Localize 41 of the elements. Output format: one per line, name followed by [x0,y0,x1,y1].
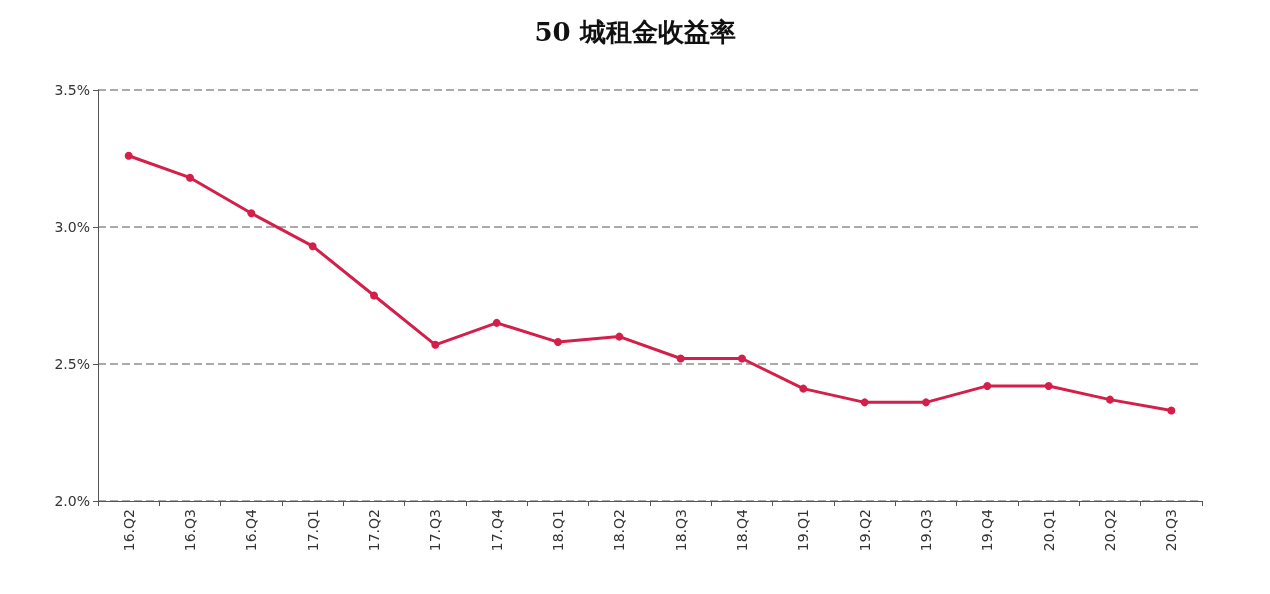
chart-title: 50 城租金收益率 [534,17,736,47]
point [1106,395,1114,404]
x-tick-label: 18.Q3 [672,509,689,552]
x-tick-label: 20.Q2 [1102,509,1118,552]
point [799,384,808,393]
point [431,340,440,349]
point [738,354,746,363]
point [983,381,992,390]
x-tick-label: 20.Q1 [1040,509,1057,552]
x-tick-label: 18.Q2 [611,509,628,552]
point [308,242,317,251]
x-tick-label: 17.Q3 [427,509,444,552]
x-tick-label: 19.Q1 [795,509,812,552]
x-tick-label: 18.Q1 [550,509,566,552]
y-tick-label: 3.5% [54,82,90,98]
point [860,398,869,407]
x-tick-label: 19.Q2 [856,509,873,552]
point [370,291,378,300]
point [1167,406,1176,415]
x-tick-label: 17.Q4 [488,508,505,552]
point [186,173,194,182]
x-tick-label: 17.Q2 [366,509,382,552]
point [124,151,133,160]
y-tick-label: 3.0% [54,219,90,235]
point [615,332,624,341]
x-tick-label: 19.Q3 [918,509,934,552]
point [492,318,501,327]
point [554,338,562,347]
x-tick-label: 16.Q4 [243,508,260,552]
x-tick-label: 16.Q2 [120,509,137,552]
point [676,354,685,363]
y-tick-label: 2.0% [54,493,90,509]
x-tick-label: 19.Q4 [979,508,996,552]
point [922,398,930,407]
point [1044,381,1053,390]
point [247,209,256,218]
x-tick-label: 17.Q1 [304,509,321,552]
x-tick-label: 20.Q3 [1163,509,1180,552]
x-tick-label: 18.Q4 [734,508,750,552]
x-tick-label: 16.Q3 [182,509,198,552]
y-tick-label: 2.5% [54,356,90,372]
